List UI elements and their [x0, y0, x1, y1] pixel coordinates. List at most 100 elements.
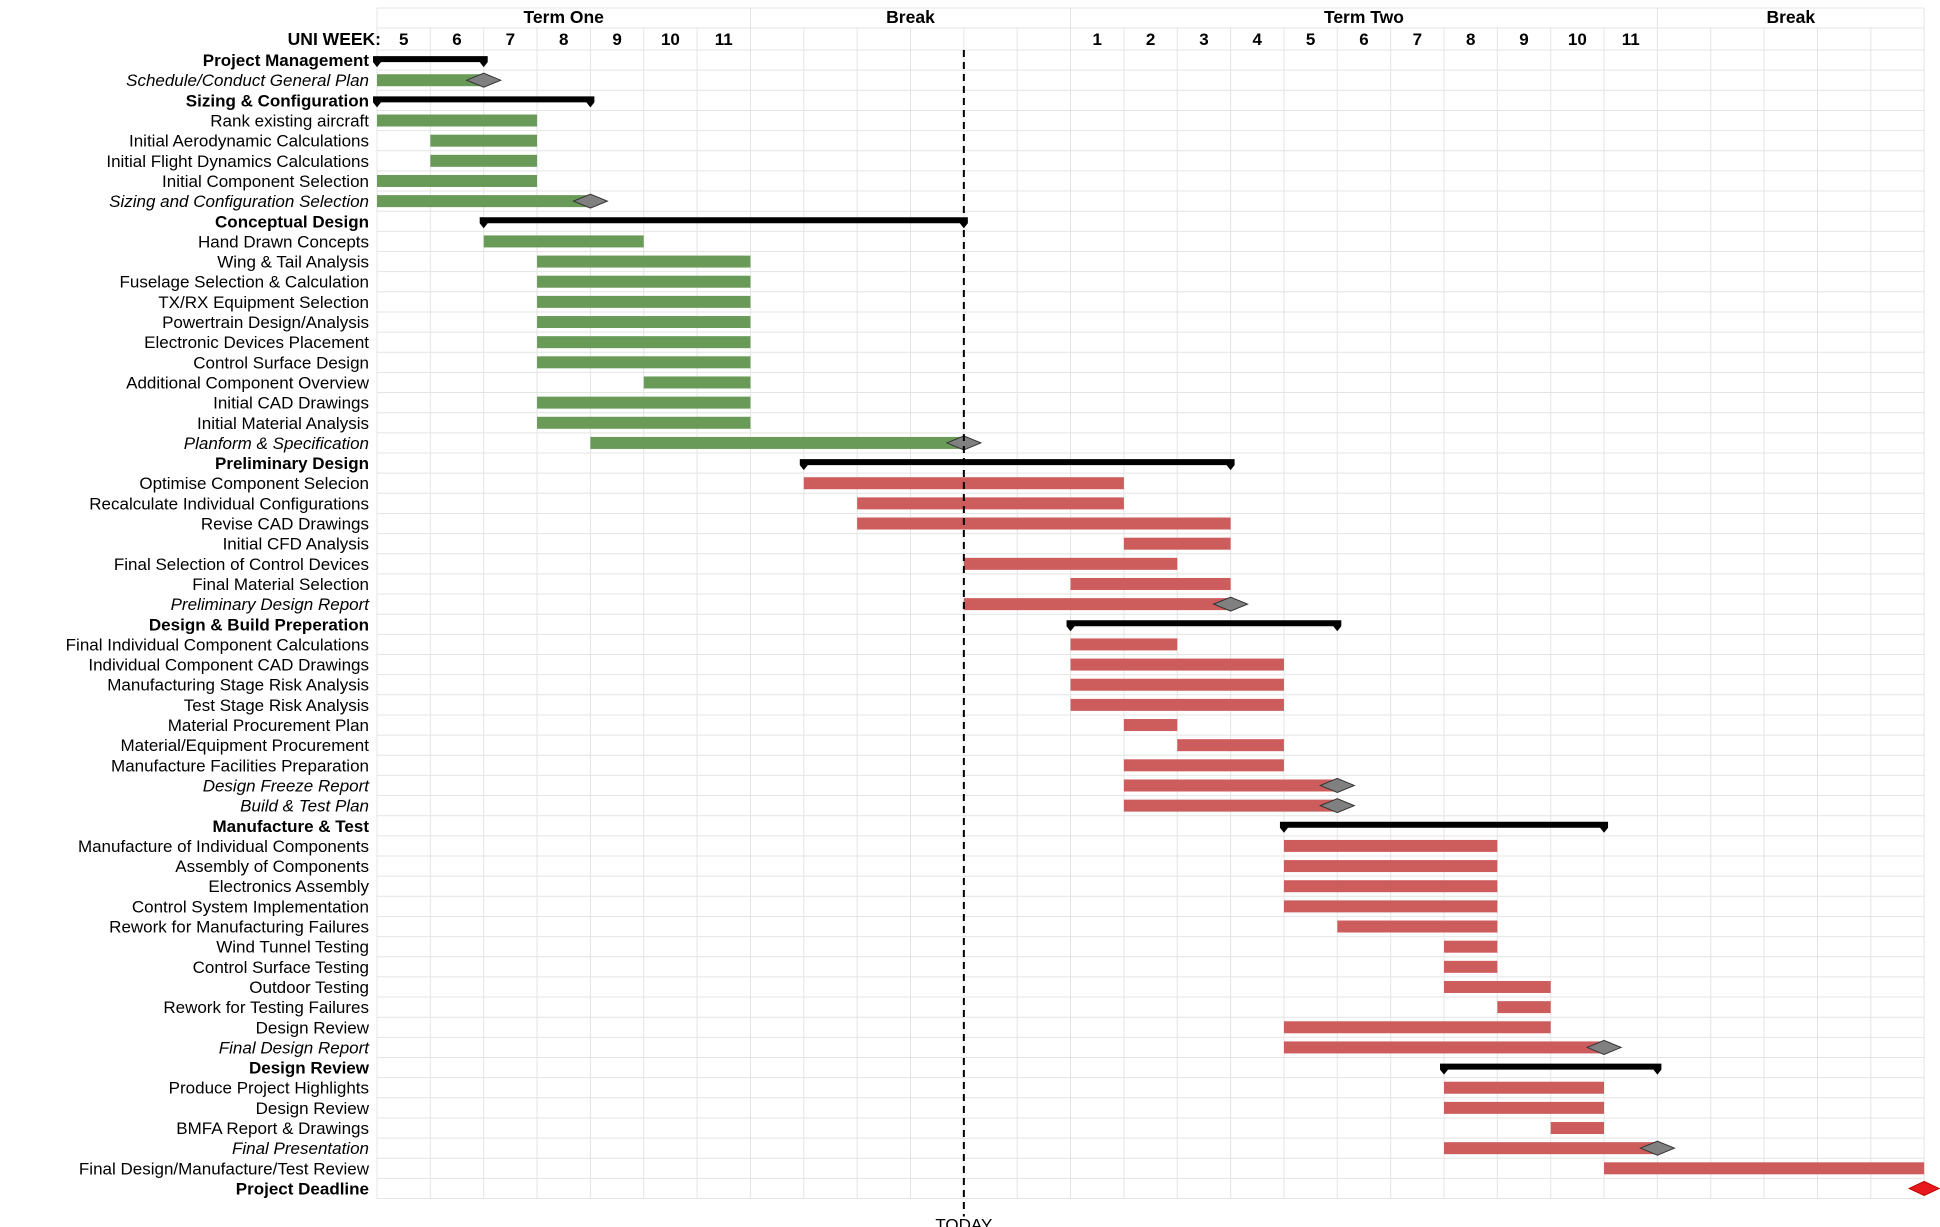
grid [376, 7, 1925, 1200]
task-bar [537, 275, 751, 288]
week-tick-label: 7 [1413, 30, 1422, 49]
task-label: Produce Project Highlights [169, 1079, 369, 1098]
task-label: Project Deadline [236, 1179, 369, 1198]
task-label: Preliminary Design Report [171, 595, 371, 614]
task-label: Final Presentation [232, 1139, 369, 1158]
phase-label: Sizing & Configuration [186, 91, 369, 110]
task-bar [537, 316, 751, 329]
task-label: BMFA Report & Drawings [176, 1119, 369, 1138]
period-label: Break [886, 7, 935, 27]
phase-label: Project Management [203, 51, 370, 70]
task-label: Planform & Specification [184, 434, 369, 453]
task-label: Final Individual Component Calculations [66, 635, 369, 654]
task-label: Individual Component CAD Drawings [88, 656, 369, 675]
task-label: Design Review [256, 1018, 370, 1037]
phase-summary-bar [479, 217, 968, 229]
task-label: Final Selection of Control Devices [114, 555, 369, 574]
week-tick-label: 8 [1466, 30, 1475, 49]
task-bar [1123, 537, 1231, 550]
task-label: Control Surface Testing [193, 958, 369, 977]
week-tick-label: 10 [1568, 30, 1587, 49]
week-axis-label: UNI WEEK: [288, 29, 381, 49]
task-bar [537, 416, 751, 429]
milestone-marker [1585, 1039, 1623, 1055]
task-bar [857, 497, 1124, 510]
task-label: Rework for Testing Failures [163, 998, 369, 1017]
task-label: Material/Equipment Procurement [120, 736, 369, 755]
task-bar [1283, 900, 1498, 913]
task-bar [430, 154, 538, 167]
task-label: Rework for Manufacturing Failures [109, 918, 369, 937]
task-label: Revise CAD Drawings [201, 515, 369, 534]
task-label: Final Design/Manufacture/Test Review [79, 1159, 370, 1178]
week-tick-label: 6 [1359, 30, 1368, 49]
task-bar [1444, 1101, 1605, 1114]
task-bar [1604, 1162, 1925, 1175]
task-label: Control System Implementation [132, 897, 369, 916]
task-bar [1070, 577, 1231, 590]
phase-summary-bar [1440, 1063, 1662, 1075]
task-label: Design Review [256, 1099, 370, 1118]
task-label: Initial Flight Dynamics Calculations [106, 152, 369, 171]
task-label: Sizing and Configuration Selection [109, 192, 369, 211]
phase-label: Design & Build Preperation [149, 615, 369, 634]
period-label: Break [1766, 7, 1815, 27]
task-bar [857, 517, 1231, 530]
task-bar [1444, 960, 1498, 973]
phase-label: Design Review [249, 1059, 370, 1078]
task-label: Wing & Tail Analysis [217, 253, 369, 272]
milestone-marker [1318, 798, 1356, 814]
task-label: Outdoor Testing [249, 978, 369, 997]
week-tick-label: 1 [1092, 30, 1101, 49]
task-bar [1177, 739, 1284, 752]
task-bar [1337, 920, 1498, 933]
week-tick-label: 9 [1519, 30, 1528, 49]
milestone-marker [572, 193, 609, 209]
task-bar [590, 436, 964, 449]
task-label: Manufacture Facilities Preparation [111, 756, 369, 775]
phase-summary-bar [373, 96, 595, 108]
task-label: Recalculate Individual Configurations [89, 494, 369, 513]
task-bar [1283, 1041, 1605, 1054]
week-tick-label: 11 [715, 30, 733, 49]
task-bar [377, 114, 538, 127]
task-label: Assembly of Components [175, 857, 369, 876]
task-label: Initial Component Selection [162, 172, 369, 191]
period-label: Term One [524, 7, 605, 27]
phase-label: Conceptual Design [215, 212, 369, 231]
task-label: Additional Component Overview [126, 373, 370, 392]
task-label: Schedule/Conduct General Plan [126, 71, 369, 90]
phase-label: Manufacture & Test [213, 817, 370, 836]
week-tick-label: 5 [399, 30, 408, 49]
task-label: Fuselage Selection & Calculation [120, 273, 369, 292]
week-tick-label: 7 [506, 30, 515, 49]
deadline-marker [1907, 1180, 1940, 1197]
task-bar [1070, 638, 1178, 651]
task-bar [1444, 980, 1551, 993]
task-bar [1283, 880, 1498, 893]
task-bar [537, 295, 751, 308]
period-label: Term Two [1324, 7, 1404, 27]
phase-summary-bar [799, 459, 1235, 471]
milestone-marker [945, 435, 983, 451]
task-bar [1283, 839, 1498, 852]
task-bar [1070, 698, 1284, 711]
milestone-marker [1212, 596, 1249, 612]
week-tick-label: 3 [1199, 30, 1208, 49]
today-label: TODAY [935, 1216, 992, 1227]
task-bar [537, 255, 751, 268]
task-bar [1123, 799, 1338, 812]
task-label: Powertrain Design/Analysis [162, 313, 369, 332]
task-bar [1444, 1142, 1658, 1155]
task-label: Manufacturing Stage Risk Analysis [107, 676, 369, 695]
phase-summary-bar [1279, 821, 1609, 833]
task-bar [1444, 940, 1498, 953]
task-label: Electronics Assembly [208, 877, 369, 896]
task-bar [537, 396, 751, 409]
task-label: Test Stage Risk Analysis [184, 696, 369, 715]
task-bar [1497, 1001, 1551, 1014]
task-bar [1283, 860, 1498, 873]
week-tick-label: 9 [612, 30, 621, 49]
